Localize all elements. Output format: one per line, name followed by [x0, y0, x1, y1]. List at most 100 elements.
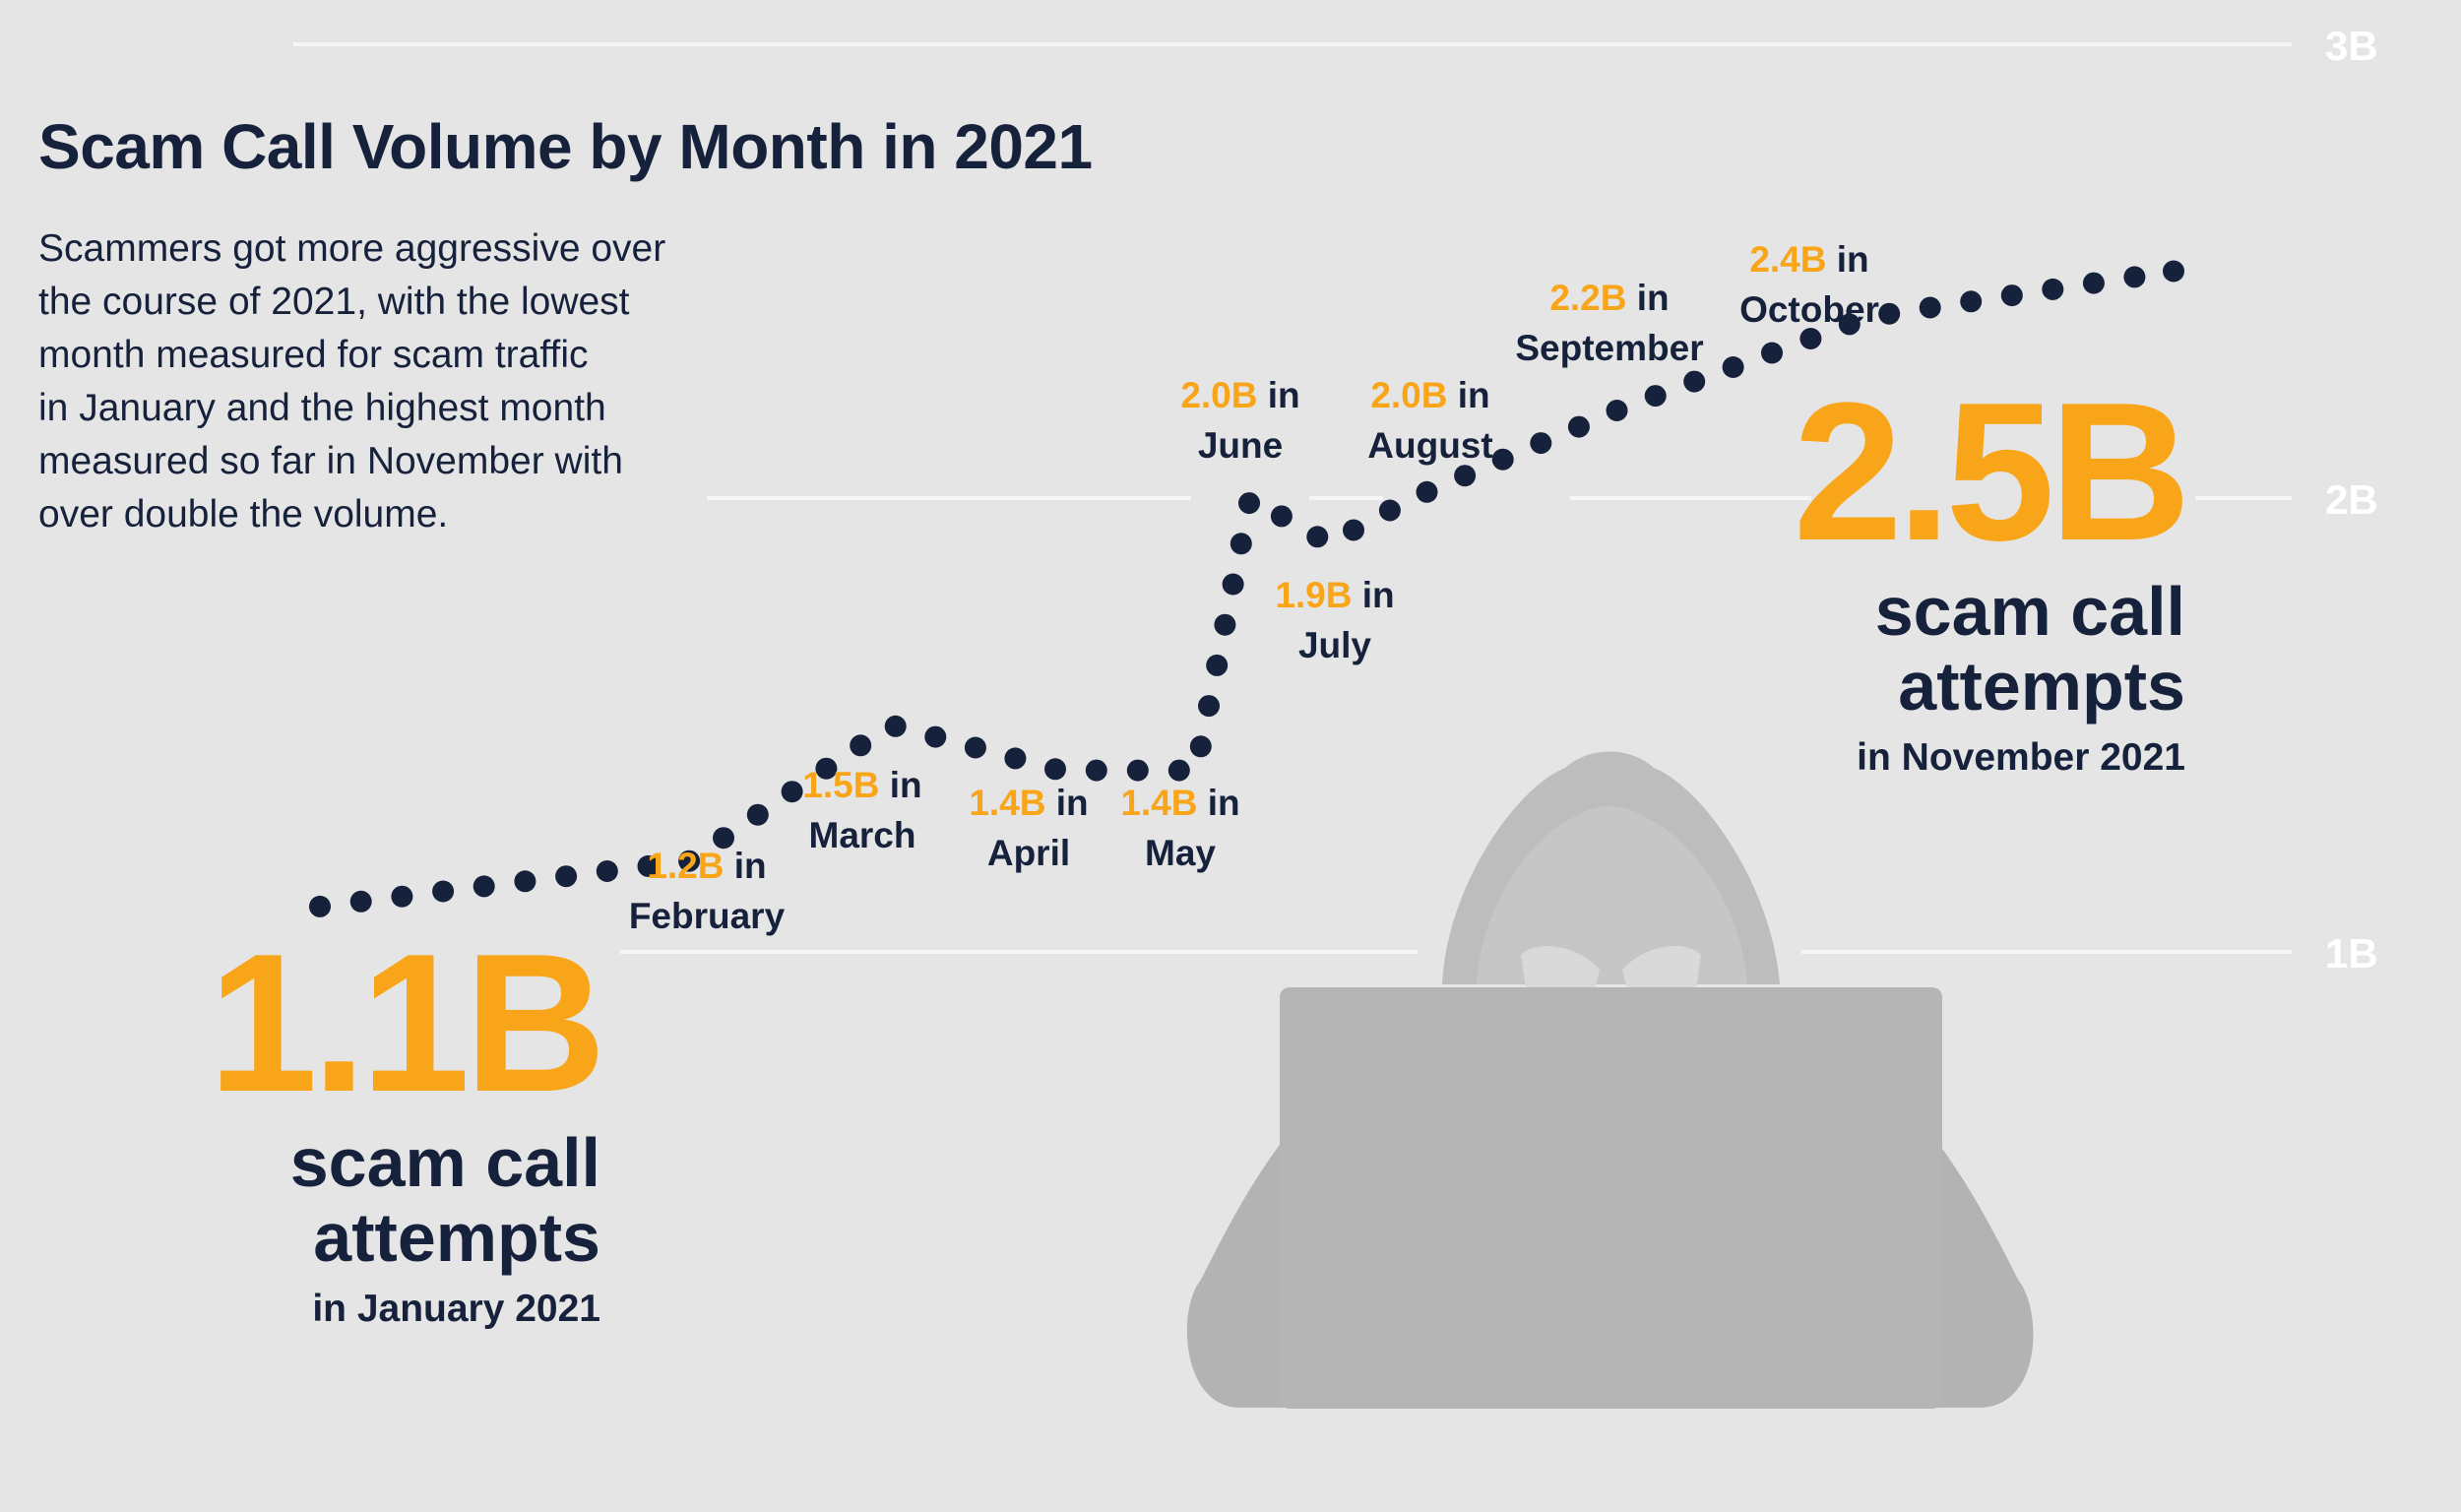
data-point	[2042, 278, 2064, 300]
description-line: the course of 2021, with the lowest	[38, 281, 630, 323]
description-line: over double the volume.	[38, 493, 449, 536]
point-label-value: 2.4B in	[1749, 239, 1868, 280]
data-point	[1167, 759, 1190, 782]
january-when: in January 2021	[312, 1288, 600, 1330]
description-line: month measured for scam traffic	[38, 334, 589, 376]
data-point	[1606, 400, 1628, 421]
data-point	[391, 885, 413, 908]
point-label-value: 1.4B in	[969, 783, 1088, 823]
data-point	[349, 890, 372, 913]
data-point	[514, 870, 536, 893]
description-line: Scammers got more aggressive over	[38, 227, 666, 270]
data-point	[1919, 296, 1941, 319]
data-point	[432, 880, 455, 903]
data-point	[964, 736, 986, 759]
data-point	[1343, 519, 1364, 541]
face-shadow	[1477, 805, 1747, 984]
data-point	[637, 854, 660, 877]
point-label-value: 2.0B in	[1370, 375, 1489, 415]
y-tick-labels: 1B 2B 3B	[2325, 23, 2378, 976]
data-point	[1222, 573, 1244, 596]
data-point	[781, 781, 803, 803]
description-line: measured so far in November with	[38, 440, 623, 482]
data-point	[309, 895, 331, 917]
data-point	[884, 715, 907, 737]
data-point	[1230, 533, 1252, 555]
point-label: 1.9B in July	[1275, 575, 1394, 665]
november-line2: attempts	[1898, 648, 2185, 724]
data-point	[1683, 370, 1706, 393]
data-point	[1189, 735, 1212, 758]
data-point	[2163, 260, 2184, 283]
data-point	[2000, 284, 2023, 307]
data-point	[1378, 499, 1401, 522]
data-point	[473, 875, 495, 898]
january-value: 1.1B	[208, 914, 606, 1133]
y-tick-label: 3B	[2325, 23, 2378, 69]
data-point	[746, 803, 769, 826]
data-point	[850, 734, 872, 757]
point-label-month: October	[1739, 289, 1879, 330]
data-point	[713, 827, 734, 850]
data-point	[678, 850, 701, 872]
chart-description: Scammers got more aggressive over the co…	[38, 222, 727, 541]
data-point	[596, 860, 618, 882]
january-line2: attempts	[313, 1199, 600, 1276]
point-label-month: March	[809, 815, 916, 855]
data-point	[1491, 448, 1514, 471]
data-point	[815, 757, 838, 780]
point-label-month: April	[987, 833, 1070, 873]
point-label-month: July	[1298, 625, 1371, 665]
data-point	[1198, 695, 1220, 718]
data-point	[1238, 492, 1260, 515]
point-label: 1.5B in March	[802, 765, 921, 855]
data-point	[1722, 356, 1744, 378]
point-label-month: May	[1145, 833, 1216, 873]
data-point	[1044, 758, 1066, 781]
november-line1: scam call	[1874, 573, 2185, 650]
november-value: 2.5B	[1793, 362, 2191, 582]
gridlines	[293, 42, 2292, 954]
data-point	[1270, 505, 1293, 528]
point-label-month: February	[629, 896, 786, 936]
data-point	[924, 725, 947, 748]
point-label: 1.4B in April	[969, 783, 1088, 873]
data-point	[1454, 465, 1477, 487]
data-point	[2082, 272, 2105, 294]
january-highlight: 1.1B scam call attempts in January 2021	[197, 914, 606, 1330]
november-highlight: 2.5B scam call attempts in November 2021	[1693, 362, 2191, 779]
data-point	[1004, 747, 1027, 770]
point-label-value: 1.9B in	[1275, 575, 1394, 615]
november-when: in November 2021	[1857, 736, 2185, 779]
point-label-month: September	[1515, 328, 1703, 368]
y-tick-label: 1B	[2325, 930, 2378, 976]
point-label-month: August	[1367, 425, 1492, 466]
point-label-month: June	[1198, 425, 1283, 466]
data-point	[1761, 342, 1783, 364]
data-point	[1206, 654, 1229, 676]
y-tick-label: 2B	[2325, 476, 2378, 523]
point-label-value: 2.0B in	[1180, 375, 1299, 415]
january-line1: scam call	[289, 1124, 600, 1201]
data-point	[1799, 328, 1822, 349]
data-point	[1530, 432, 1552, 455]
data-point	[1960, 290, 1983, 313]
data-point	[1838, 313, 1861, 336]
point-label-value: 1.2B in	[647, 846, 766, 886]
point-label: 2.0B in June	[1180, 375, 1299, 466]
left-eye	[1521, 946, 1600, 989]
data-point	[2123, 266, 2146, 288]
point-label-value: 2.2B in	[1549, 278, 1669, 318]
data-point	[1878, 302, 1901, 325]
point-label: 2.4B in October	[1739, 239, 1879, 330]
point-label: 2.2B in September	[1515, 278, 1703, 368]
point-label: 1.4B in May	[1120, 783, 1239, 873]
data-point	[555, 865, 578, 888]
data-point	[1416, 480, 1438, 503]
right-eye	[1622, 946, 1701, 989]
point-label-value: 1.4B in	[1120, 783, 1239, 823]
data-point	[1085, 759, 1107, 782]
laptop	[1280, 987, 1942, 1409]
hooded-hacker-laptop-icon	[1186, 751, 2034, 1409]
